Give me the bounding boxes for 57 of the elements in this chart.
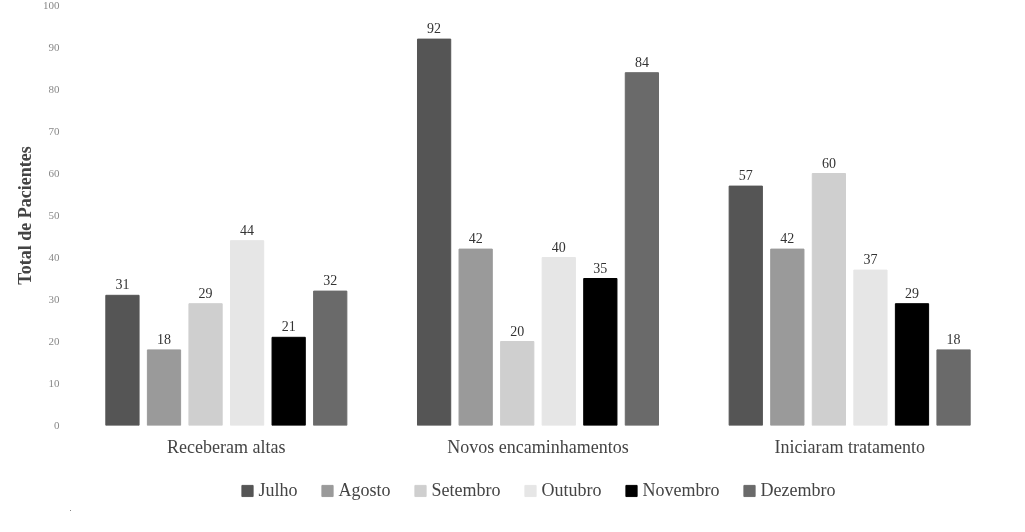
bar <box>624 72 660 426</box>
bar <box>853 269 888 426</box>
data-label: 60 <box>821 155 836 171</box>
y-tick-label: 0 <box>54 419 60 431</box>
bar <box>313 290 348 426</box>
y-tick-label: 20 <box>48 335 60 347</box>
data-label: 40 <box>551 239 566 255</box>
bar <box>416 38 452 426</box>
bar <box>728 185 763 426</box>
bar <box>541 257 576 426</box>
legend-label: Novembro <box>642 479 720 501</box>
y-tick-label: 90 <box>48 41 60 53</box>
legend-label: Agosto <box>338 479 391 501</box>
data-label: 37 <box>863 252 878 268</box>
bar <box>105 294 140 426</box>
y-tick-label: 80 <box>48 83 60 95</box>
data-label: 42 <box>780 231 795 247</box>
data-label: 84 <box>634 54 649 70</box>
data-label: 21 <box>281 319 296 335</box>
y-tick-label: 100 <box>43 0 60 11</box>
bar <box>271 336 306 426</box>
bar <box>770 248 805 426</box>
data-label: 18 <box>157 331 171 347</box>
data-label: 29 <box>905 285 919 301</box>
data-label: 31 <box>115 277 130 293</box>
legend-label: Dezembro <box>760 479 836 501</box>
y-tick-label: 70 <box>48 125 60 137</box>
y-tick-label: 50 <box>48 209 60 221</box>
legend-label: Outubro <box>541 479 602 501</box>
data-label: 20 <box>510 323 525 339</box>
bar <box>188 303 223 426</box>
bar <box>500 341 535 426</box>
data-label: 92 <box>427 21 442 37</box>
x-tick-label: Receberam altas <box>167 436 286 457</box>
data-label: 32 <box>323 273 338 289</box>
x-tick-label: Novos encaminhamentos <box>447 436 629 457</box>
bar <box>811 173 847 426</box>
data-label: 44 <box>240 222 255 238</box>
legend-label: Setembro <box>431 479 501 501</box>
y-tick-label: 40 <box>48 251 60 263</box>
x-tick-label: Iniciaram tratamento <box>774 436 925 457</box>
bar <box>146 349 182 426</box>
bar <box>583 278 618 426</box>
legend-label: Julho <box>258 479 298 501</box>
data-label: 18 <box>946 331 961 347</box>
data-label: 57 <box>738 168 753 184</box>
y-tick-label: 10 <box>48 377 60 389</box>
data-label: 29 <box>198 285 213 301</box>
y-tick-label: 60 <box>48 167 60 179</box>
bar <box>458 248 493 426</box>
bar <box>936 349 971 426</box>
data-label: 35 <box>593 260 608 276</box>
y-axis-title: Total de Pacientes <box>15 146 35 285</box>
bar <box>894 303 930 426</box>
data-label: 42 <box>468 231 483 247</box>
y-tick-label: 30 <box>48 293 60 305</box>
bar <box>229 240 265 426</box>
